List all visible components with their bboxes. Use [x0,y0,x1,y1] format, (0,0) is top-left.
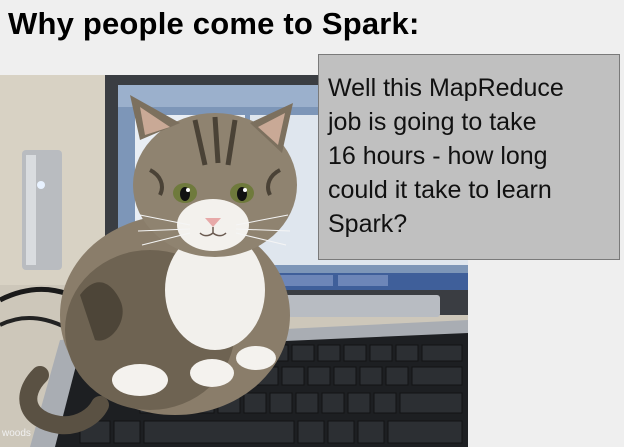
callout-line-4: could it take to learn [328,176,552,204]
callout-line-5: Spark? [328,210,408,238]
callout-line-3: 16 hours - how long [328,142,548,170]
speech-callout-box: Well this MapReduce job is going to take… [318,54,620,260]
slide-title: Why people come to Spark: [8,6,420,41]
photo-watermark: woods [2,428,31,439]
callout-line-1: Well this MapReduce [328,74,564,102]
callout-line-2: job is going to take [328,108,537,136]
